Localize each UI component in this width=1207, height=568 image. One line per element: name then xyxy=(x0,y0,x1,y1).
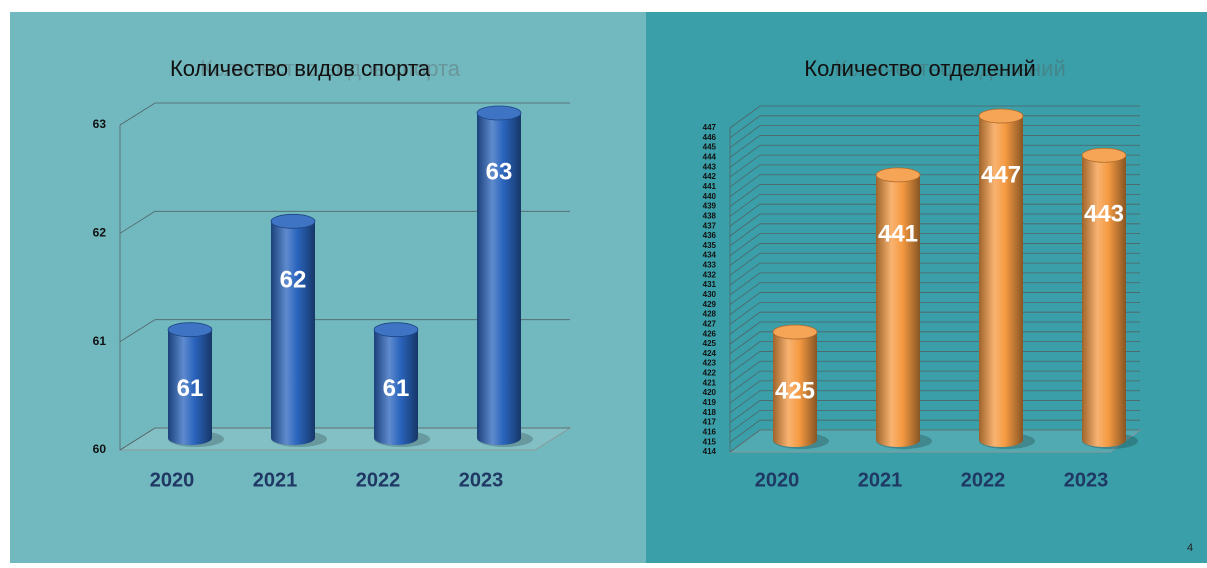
y-tick-label: 419 xyxy=(703,398,717,407)
y-tick-label: 414 xyxy=(703,447,717,456)
bar xyxy=(876,174,920,440)
x-tick-label: 2020 xyxy=(150,469,195,491)
y-tick-label: 62 xyxy=(93,226,107,240)
y-tick-label: 440 xyxy=(703,192,717,201)
y-tick-label: 63 xyxy=(93,117,107,131)
y-tick-label: 429 xyxy=(703,300,717,309)
value-label: 63 xyxy=(486,158,513,185)
value-label: 443 xyxy=(1084,201,1124,228)
value-label: 61 xyxy=(383,375,410,402)
bar-cap xyxy=(875,167,921,183)
y-tick-label: 434 xyxy=(703,251,717,260)
bar xyxy=(773,332,817,440)
grid-line xyxy=(119,427,570,451)
y-tick-label: 445 xyxy=(703,143,717,152)
bar-cap xyxy=(373,322,419,338)
bar xyxy=(979,116,1023,440)
y-tick-label: 447 xyxy=(703,123,717,132)
chart-title: Количество отделений xyxy=(804,56,1036,81)
grid-line xyxy=(119,319,570,343)
bar-cap xyxy=(476,105,522,121)
value-label: 447 xyxy=(981,161,1021,188)
y-tick-label: 424 xyxy=(703,349,717,358)
value-label: 62 xyxy=(280,267,307,294)
left-panel xyxy=(10,12,646,563)
y-tick-label: 418 xyxy=(703,408,717,417)
x-tick-label: 2023 xyxy=(1064,469,1109,491)
y-tick-label: 442 xyxy=(703,172,717,181)
bar-cap xyxy=(978,108,1024,124)
y-tick-label: 446 xyxy=(703,133,717,142)
y-tick-label: 439 xyxy=(703,202,717,211)
value-label: 441 xyxy=(878,220,918,247)
bar-cap xyxy=(270,213,316,229)
y-tick-label: 441 xyxy=(703,182,717,191)
bar xyxy=(477,113,521,438)
y-tick-label: 437 xyxy=(703,221,717,230)
grid-line xyxy=(119,102,570,126)
y-tick-label: 423 xyxy=(703,359,717,368)
bar-cap xyxy=(1081,147,1127,163)
y-tick-label: 443 xyxy=(703,162,717,171)
page-number: 4 xyxy=(1187,542,1193,554)
chart-title: Количество видов спорта xyxy=(170,56,431,81)
y-tick-label: 436 xyxy=(703,231,717,240)
y-tick-label: 60 xyxy=(93,442,107,456)
bar xyxy=(271,221,315,438)
y-tick-label: 432 xyxy=(703,270,717,279)
chart-title-echo: Количество видов спорта xyxy=(200,56,461,81)
y-tick-label: 444 xyxy=(703,153,717,162)
x-tick-label: 2020 xyxy=(755,469,800,491)
bar xyxy=(1082,155,1126,441)
y-tick-label: 425 xyxy=(703,339,717,348)
y-tick-label: 417 xyxy=(703,418,717,427)
y-tick-label: 430 xyxy=(703,290,717,299)
bar xyxy=(168,329,212,438)
x-tick-label: 2021 xyxy=(858,469,903,491)
y-tick-label: 428 xyxy=(703,310,717,319)
x-tick-label: 2022 xyxy=(961,469,1006,491)
y-tick-label: 415 xyxy=(703,437,717,446)
y-tick-label: 426 xyxy=(703,329,717,338)
bar-cap xyxy=(772,324,818,340)
y-tick-label: 416 xyxy=(703,427,717,436)
y-tick-label: 438 xyxy=(703,211,717,220)
y-tick-label: 422 xyxy=(703,369,717,378)
bar-cap xyxy=(167,322,213,338)
y-tick-label: 435 xyxy=(703,241,717,250)
x-tick-label: 2021 xyxy=(253,469,298,491)
y-tick-label: 433 xyxy=(703,261,717,270)
bar xyxy=(374,329,418,438)
y-tick-label: 420 xyxy=(703,388,717,397)
value-label: 425 xyxy=(775,377,815,404)
y-tick-label: 431 xyxy=(703,280,717,289)
y-tick-label: 61 xyxy=(93,334,107,348)
value-label: 61 xyxy=(177,375,204,402)
y-tick-label: 421 xyxy=(703,378,717,387)
y-tick-label: 427 xyxy=(703,319,717,328)
grid-line xyxy=(729,105,1140,129)
chart-title-echo: Количество отделений xyxy=(834,56,1066,81)
x-tick-label: 2022 xyxy=(356,469,401,491)
grid-line xyxy=(119,210,570,234)
x-tick-label: 2023 xyxy=(459,469,504,491)
